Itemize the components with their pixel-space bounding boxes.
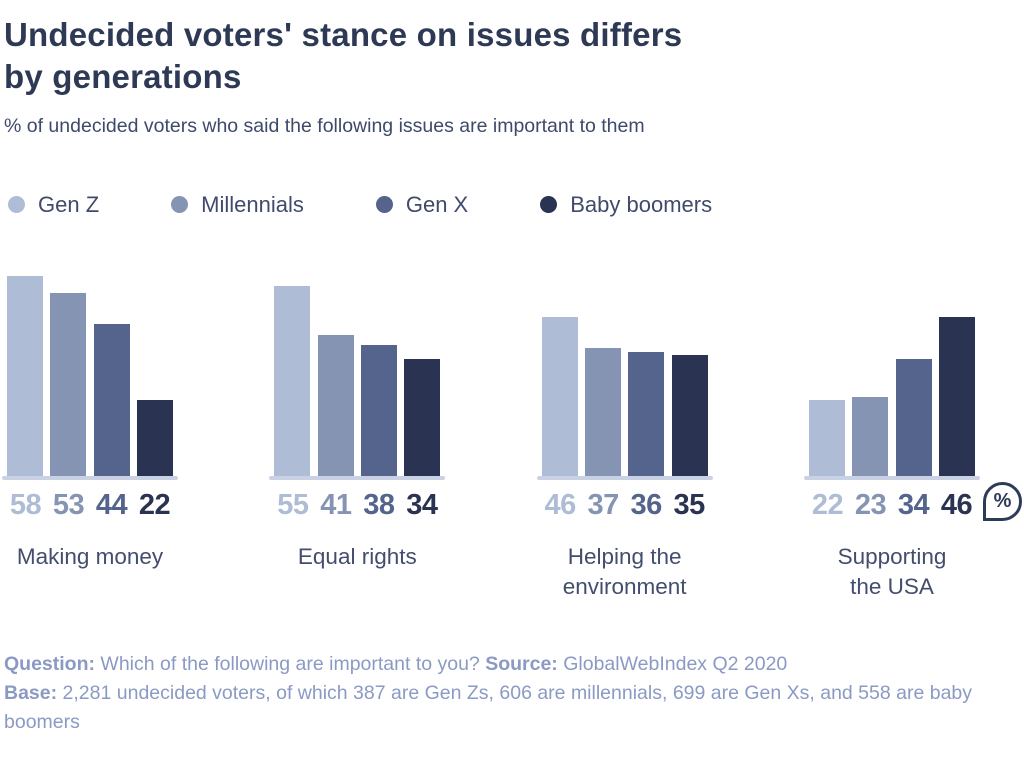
bar-value: 55 xyxy=(277,488,309,521)
legend-dot-icon xyxy=(540,196,558,214)
bars-row xyxy=(806,276,978,476)
bar-group-helping-the-environment: 46 37 36 35 Helping the environment xyxy=(536,276,713,602)
chart-subtitle: % of undecided voters who said the follo… xyxy=(4,114,645,137)
legend-dot-icon xyxy=(375,196,393,214)
bar-value: 58 xyxy=(9,488,42,521)
bar-gen-z xyxy=(541,316,578,476)
bars-row xyxy=(271,276,443,476)
category-label-line: Making money xyxy=(16,543,164,569)
bar-gen-x xyxy=(895,358,932,476)
category-label-line: environment xyxy=(562,573,687,599)
bar-value: 22 xyxy=(811,488,844,521)
bar-value: 38 xyxy=(363,488,395,521)
legend-label: Gen X xyxy=(405,191,469,217)
bar-gen-z xyxy=(7,275,43,476)
question-text: Which of the following are important to … xyxy=(95,652,486,675)
bar-value: 34 xyxy=(406,488,438,521)
base-text: 2,281 undecided voters, of which 387 are… xyxy=(4,681,973,734)
bar-value: 35 xyxy=(673,488,706,521)
bar-group-supporting-the-usa: 22 23 34 46 Supporting the USA xyxy=(803,276,980,602)
bar-millennials xyxy=(50,292,87,476)
bars-row xyxy=(539,276,711,476)
question-source-line: Question: Which of the following are imp… xyxy=(4,650,994,679)
page-title-line-2: by generations xyxy=(4,57,242,95)
bar-gen-x xyxy=(628,351,665,476)
bar-millennials xyxy=(852,396,889,476)
bar-chart: 58 53 44 22 Making money 55 41 38 34 Equal rights… xyxy=(2,275,1022,602)
source-text: GlobalWebIndex Q2 2020 xyxy=(557,652,788,675)
source-label: Source: xyxy=(485,652,558,675)
bar-value: 37 xyxy=(587,488,620,521)
values-row: 46 37 36 35 xyxy=(539,489,711,522)
bar-baby-boomers xyxy=(136,399,173,476)
category-label-line: the USA xyxy=(850,573,934,599)
legend-item-gen-z: Gen Z xyxy=(8,192,99,218)
bar-millennials xyxy=(317,334,354,476)
category-label-line: Supporting xyxy=(837,543,947,569)
bar-group-making-money: 58 53 44 22 Making money xyxy=(2,275,178,602)
percent-symbol: % xyxy=(993,489,1012,512)
bar-value: 46 xyxy=(544,488,577,521)
bars-row xyxy=(4,275,176,476)
page-title-line-1: Undecided voters' stance on issues diffe… xyxy=(4,16,683,53)
bar-gen-z xyxy=(808,399,845,476)
bar-value: 23 xyxy=(854,488,887,521)
bar-baby-boomers xyxy=(938,316,975,476)
axis-baseline xyxy=(536,475,713,480)
bar-value: 34 xyxy=(897,488,930,521)
legend: Gen Z Millennials Gen X Baby boomers xyxy=(8,192,1024,218)
bar-value: 22 xyxy=(138,488,171,521)
bar-value: 41 xyxy=(320,488,352,521)
bar-value: 44 xyxy=(95,488,128,521)
legend-label: Baby boomers xyxy=(570,191,713,217)
category-label-line: Equal rights xyxy=(297,543,417,569)
values-row: 55 41 38 34 xyxy=(271,489,443,522)
bar-value: 53 xyxy=(52,488,85,521)
values-row: 22 23 34 46 xyxy=(806,489,978,522)
bar-millennials xyxy=(584,347,621,476)
category-label: Making money xyxy=(4,542,176,572)
category-label: Supporting the USA xyxy=(806,542,978,602)
bar-gen-x xyxy=(93,323,130,476)
legend-label: Millennials xyxy=(201,191,304,217)
category-label-line: Helping the xyxy=(567,543,682,569)
bar-gen-x xyxy=(360,344,397,476)
legend-dot-icon xyxy=(171,196,189,214)
base-label: Base: xyxy=(4,681,58,704)
values-row: 58 53 44 22 xyxy=(4,489,176,522)
percent-badge-icon: % xyxy=(983,481,1022,521)
bar-value: 36 xyxy=(630,488,663,521)
category-label: Helping the environment xyxy=(539,542,711,602)
footnotes: Question: Which of the following are imp… xyxy=(4,650,994,738)
bar-value: 46 xyxy=(940,488,973,521)
legend-label: Gen Z xyxy=(38,191,100,217)
bar-baby-boomers xyxy=(404,358,441,476)
legend-item-gen-x: Gen X xyxy=(375,191,469,218)
axis-baseline xyxy=(803,475,980,480)
bar-group-equal-rights: 55 41 38 34 Equal rights xyxy=(269,276,446,602)
base-line: Base: 2,281 undecided voters, of which 3… xyxy=(4,679,994,738)
legend-item-millennials: Millennials xyxy=(171,192,304,218)
bar-gen-z xyxy=(274,285,311,476)
axis-baseline xyxy=(2,475,178,480)
page-title: Undecided voters' stance on issues diffe… xyxy=(4,14,1024,98)
category-label: Equal rights xyxy=(271,542,443,572)
legend-dot-icon xyxy=(8,196,25,214)
legend-item-baby-boomers: Baby boomers xyxy=(540,192,712,218)
question-label: Question: xyxy=(4,652,95,675)
bar-baby-boomers xyxy=(671,354,708,476)
axis-baseline xyxy=(269,475,446,480)
